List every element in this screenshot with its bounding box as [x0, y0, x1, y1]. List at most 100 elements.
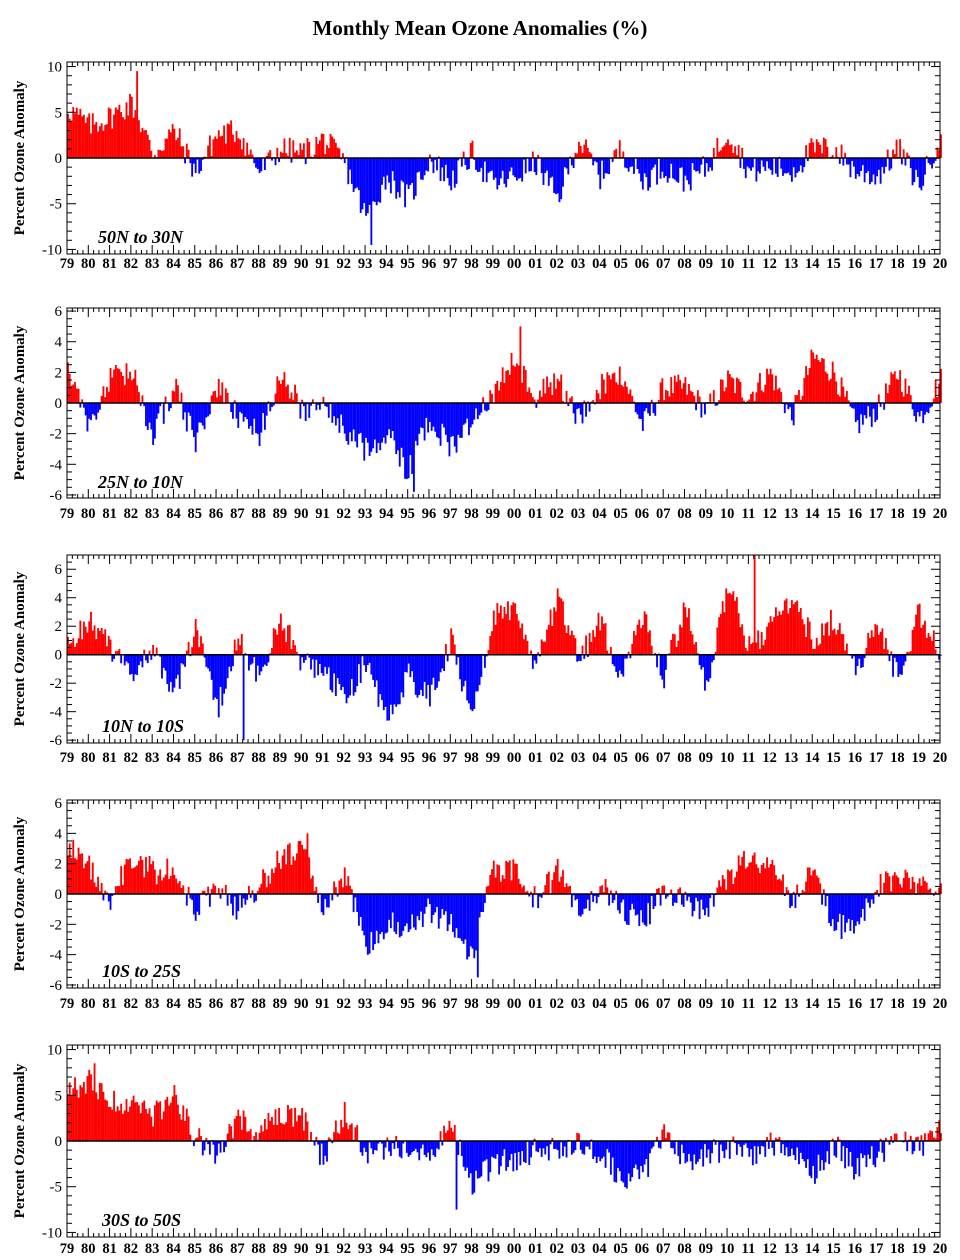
bar-negative	[861, 894, 864, 909]
bar-negative	[790, 894, 793, 906]
bar-negative	[304, 403, 307, 422]
bar-positive	[845, 643, 848, 655]
bar-negative	[524, 1141, 527, 1163]
bar-negative	[918, 1141, 921, 1151]
bar-negative	[918, 403, 921, 417]
x-tick-label: 79	[60, 750, 75, 766]
bar-negative	[680, 158, 683, 168]
bar-positive	[189, 1134, 192, 1141]
bar-positive	[237, 638, 240, 655]
x-tick-label: 01	[528, 750, 543, 766]
bar-negative	[217, 1141, 220, 1144]
bar-positive	[922, 624, 925, 655]
bar-positive	[137, 120, 140, 158]
bar-negative	[789, 403, 792, 408]
bar-negative	[629, 654, 632, 659]
bar-negative	[523, 158, 525, 160]
bar-negative	[395, 654, 398, 707]
bar-negative	[796, 1141, 799, 1148]
bar-negative	[196, 403, 199, 433]
bar-negative	[499, 158, 502, 179]
bar-positive	[77, 114, 80, 158]
bar-negative	[762, 1141, 765, 1147]
bar-negative	[370, 158, 373, 245]
bar-negative	[178, 654, 181, 689]
bar-positive	[320, 133, 323, 158]
bar-negative	[373, 1141, 376, 1151]
bar-positive	[915, 614, 918, 655]
bar-positive	[224, 884, 227, 894]
bar-negative	[604, 158, 607, 174]
bar-negative	[588, 403, 591, 412]
x-tick-label: 08	[677, 1241, 692, 1257]
y-tick-label: 0	[55, 396, 63, 412]
bar-positive	[81, 399, 84, 403]
bar-positive	[812, 142, 815, 158]
bar-positive	[285, 386, 288, 403]
bar-positive	[265, 1129, 268, 1141]
bar-positive	[810, 875, 813, 894]
bar-positive	[572, 635, 575, 655]
bar-positive	[239, 1116, 241, 1141]
bar-negative	[430, 158, 433, 162]
bar-positive	[581, 152, 584, 158]
bar-positive	[542, 892, 545, 894]
bar-positive	[940, 134, 942, 158]
bar-negative	[854, 654, 857, 676]
bar-negative	[595, 158, 598, 163]
bar-negative	[549, 158, 552, 178]
x-tick-label: 14	[805, 256, 820, 272]
bar-negative	[565, 1141, 568, 1158]
bar-positive	[253, 1136, 256, 1141]
bar-negative	[159, 654, 162, 657]
bar-negative	[361, 158, 364, 210]
bar-negative	[375, 1141, 378, 1151]
bar-negative	[480, 1141, 483, 1177]
bar-negative	[700, 403, 703, 418]
bar-positive	[134, 110, 137, 158]
bar-positive	[604, 393, 607, 403]
bar-positive	[122, 884, 124, 894]
bar-negative	[870, 894, 873, 900]
bar-negative	[397, 403, 399, 451]
bar-positive	[120, 371, 123, 403]
bar-positive	[753, 555, 756, 655]
bar-negative	[136, 654, 139, 675]
bar-positive	[283, 628, 286, 655]
bar-negative	[517, 158, 520, 179]
bar-positive	[137, 392, 140, 403]
bar-negative	[416, 654, 419, 698]
bar-negative	[352, 403, 355, 430]
bar-negative	[572, 403, 575, 414]
bar-positive	[920, 885, 923, 894]
bar-negative	[315, 403, 318, 411]
bar-negative	[423, 403, 426, 441]
bar-negative	[327, 654, 330, 668]
bar-negative	[347, 158, 350, 185]
bar-negative	[381, 158, 383, 185]
bar-negative	[581, 894, 584, 915]
x-tick-label: 93	[358, 750, 373, 766]
bar-positive	[487, 885, 490, 894]
bar-positive	[97, 1099, 100, 1141]
bar-negative	[464, 158, 467, 165]
bar-negative	[927, 403, 930, 414]
bar-positive	[751, 642, 754, 655]
bar-negative	[602, 158, 605, 179]
bar-positive	[118, 369, 121, 403]
bar-positive	[104, 125, 107, 158]
bar-negative	[629, 158, 632, 168]
bar-positive	[735, 871, 738, 894]
bar-negative	[755, 158, 758, 182]
bar-negative	[650, 158, 653, 170]
bar-positive	[521, 887, 524, 894]
bar-positive	[560, 374, 563, 403]
bar-negative	[343, 654, 346, 695]
bar-negative	[192, 158, 195, 164]
bar-positive	[558, 596, 561, 655]
x-tick-label: 96	[422, 256, 437, 272]
bar-positive	[664, 1138, 667, 1141]
bar-positive	[673, 634, 676, 655]
bar-positive	[347, 1129, 350, 1141]
